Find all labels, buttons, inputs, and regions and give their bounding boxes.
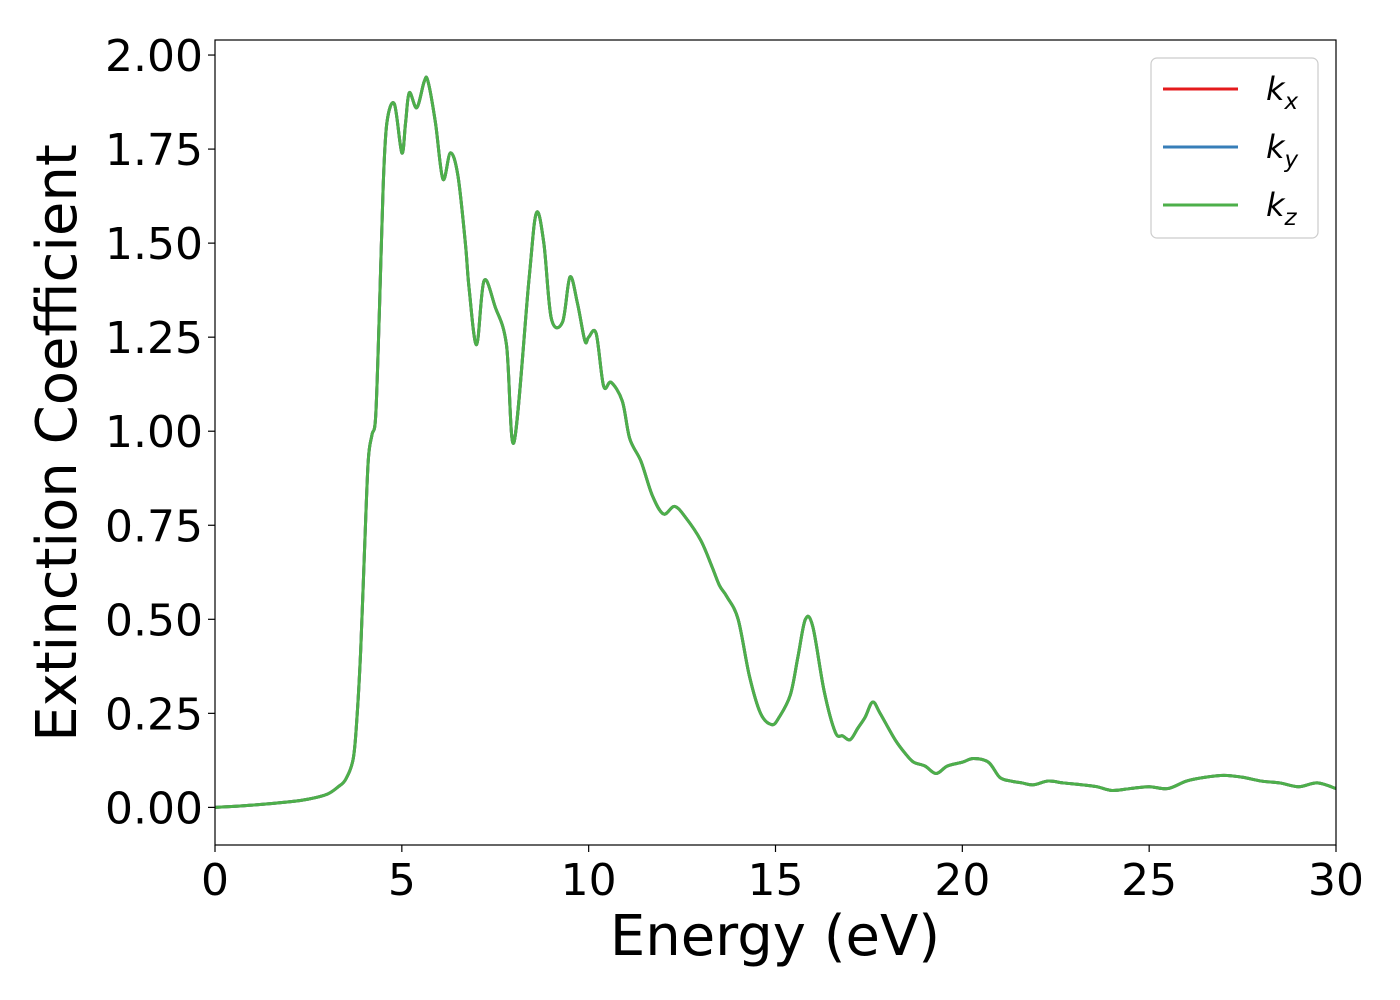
y-tick-label: 0.25 (105, 689, 203, 740)
y-tick-label: 2.00 (105, 31, 203, 82)
x-tick-label: 0 (201, 855, 229, 906)
y-tick-label: 1.50 (105, 219, 203, 270)
legend-label-ky: ky (1266, 128, 1299, 173)
x-tick-label: 5 (388, 855, 416, 906)
y-axis-ticks: 0.00 0.25 0.50 0.75 1.00 1.25 1.50 1.75 2.00 (105, 31, 215, 834)
y-axis-title: Extinction Coefficient (25, 144, 90, 742)
y-tick-label: 1.25 (105, 313, 203, 364)
x-axis-title: Energy (eV) (610, 904, 940, 969)
y-tick-label: 0.00 (105, 783, 203, 834)
x-tick-label: 20 (934, 855, 990, 906)
legend-label-kz: kz (1266, 186, 1298, 231)
x-tick-label: 30 (1308, 855, 1364, 906)
legend-label-kx: kx (1266, 70, 1299, 115)
y-tick-label: 0.50 (105, 595, 203, 646)
x-tick-label: 15 (748, 855, 804, 906)
x-axis-ticks: 0 5 10 15 20 25 30 (201, 845, 1364, 906)
x-tick-label: 10 (561, 855, 617, 906)
series-line-kz (215, 75, 1336, 809)
y-tick-label: 1.00 (105, 407, 203, 458)
y-tick-label: 1.75 (105, 125, 203, 176)
x-tick-label: 25 (1121, 855, 1177, 906)
legend: kx ky kz (1150, 57, 1319, 239)
y-tick-label: 0.75 (105, 501, 203, 552)
